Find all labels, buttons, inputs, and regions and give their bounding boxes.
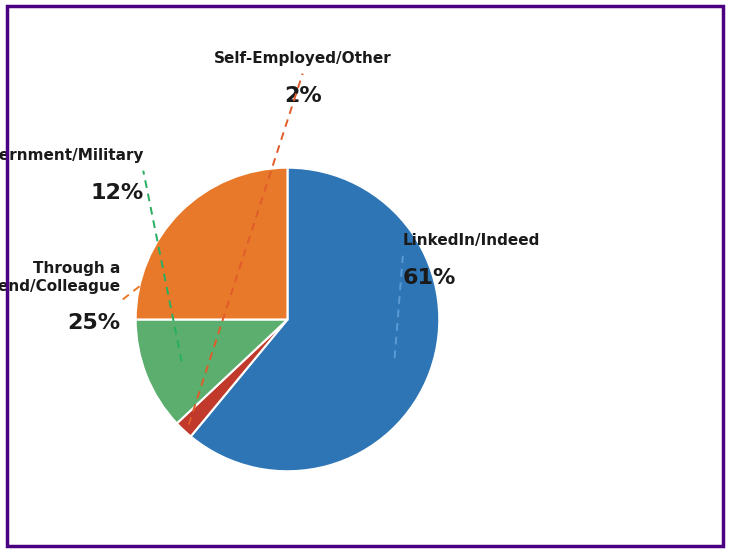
Wedge shape (191, 168, 439, 471)
Text: Through a
Friend/Colleague: Through a Friend/Colleague (0, 261, 120, 294)
Wedge shape (136, 168, 288, 320)
Text: LinkedIn/Indeed: LinkedIn/Indeed (403, 233, 540, 248)
Text: 25%: 25% (67, 314, 120, 333)
Wedge shape (177, 320, 288, 437)
Text: Self-Employed/Other: Self-Employed/Other (214, 51, 391, 66)
Text: 61%: 61% (403, 268, 456, 288)
Text: 2%: 2% (284, 86, 321, 105)
Wedge shape (136, 320, 288, 423)
Text: Government/Military: Government/Military (0, 148, 143, 163)
Text: 12%: 12% (90, 183, 143, 203)
